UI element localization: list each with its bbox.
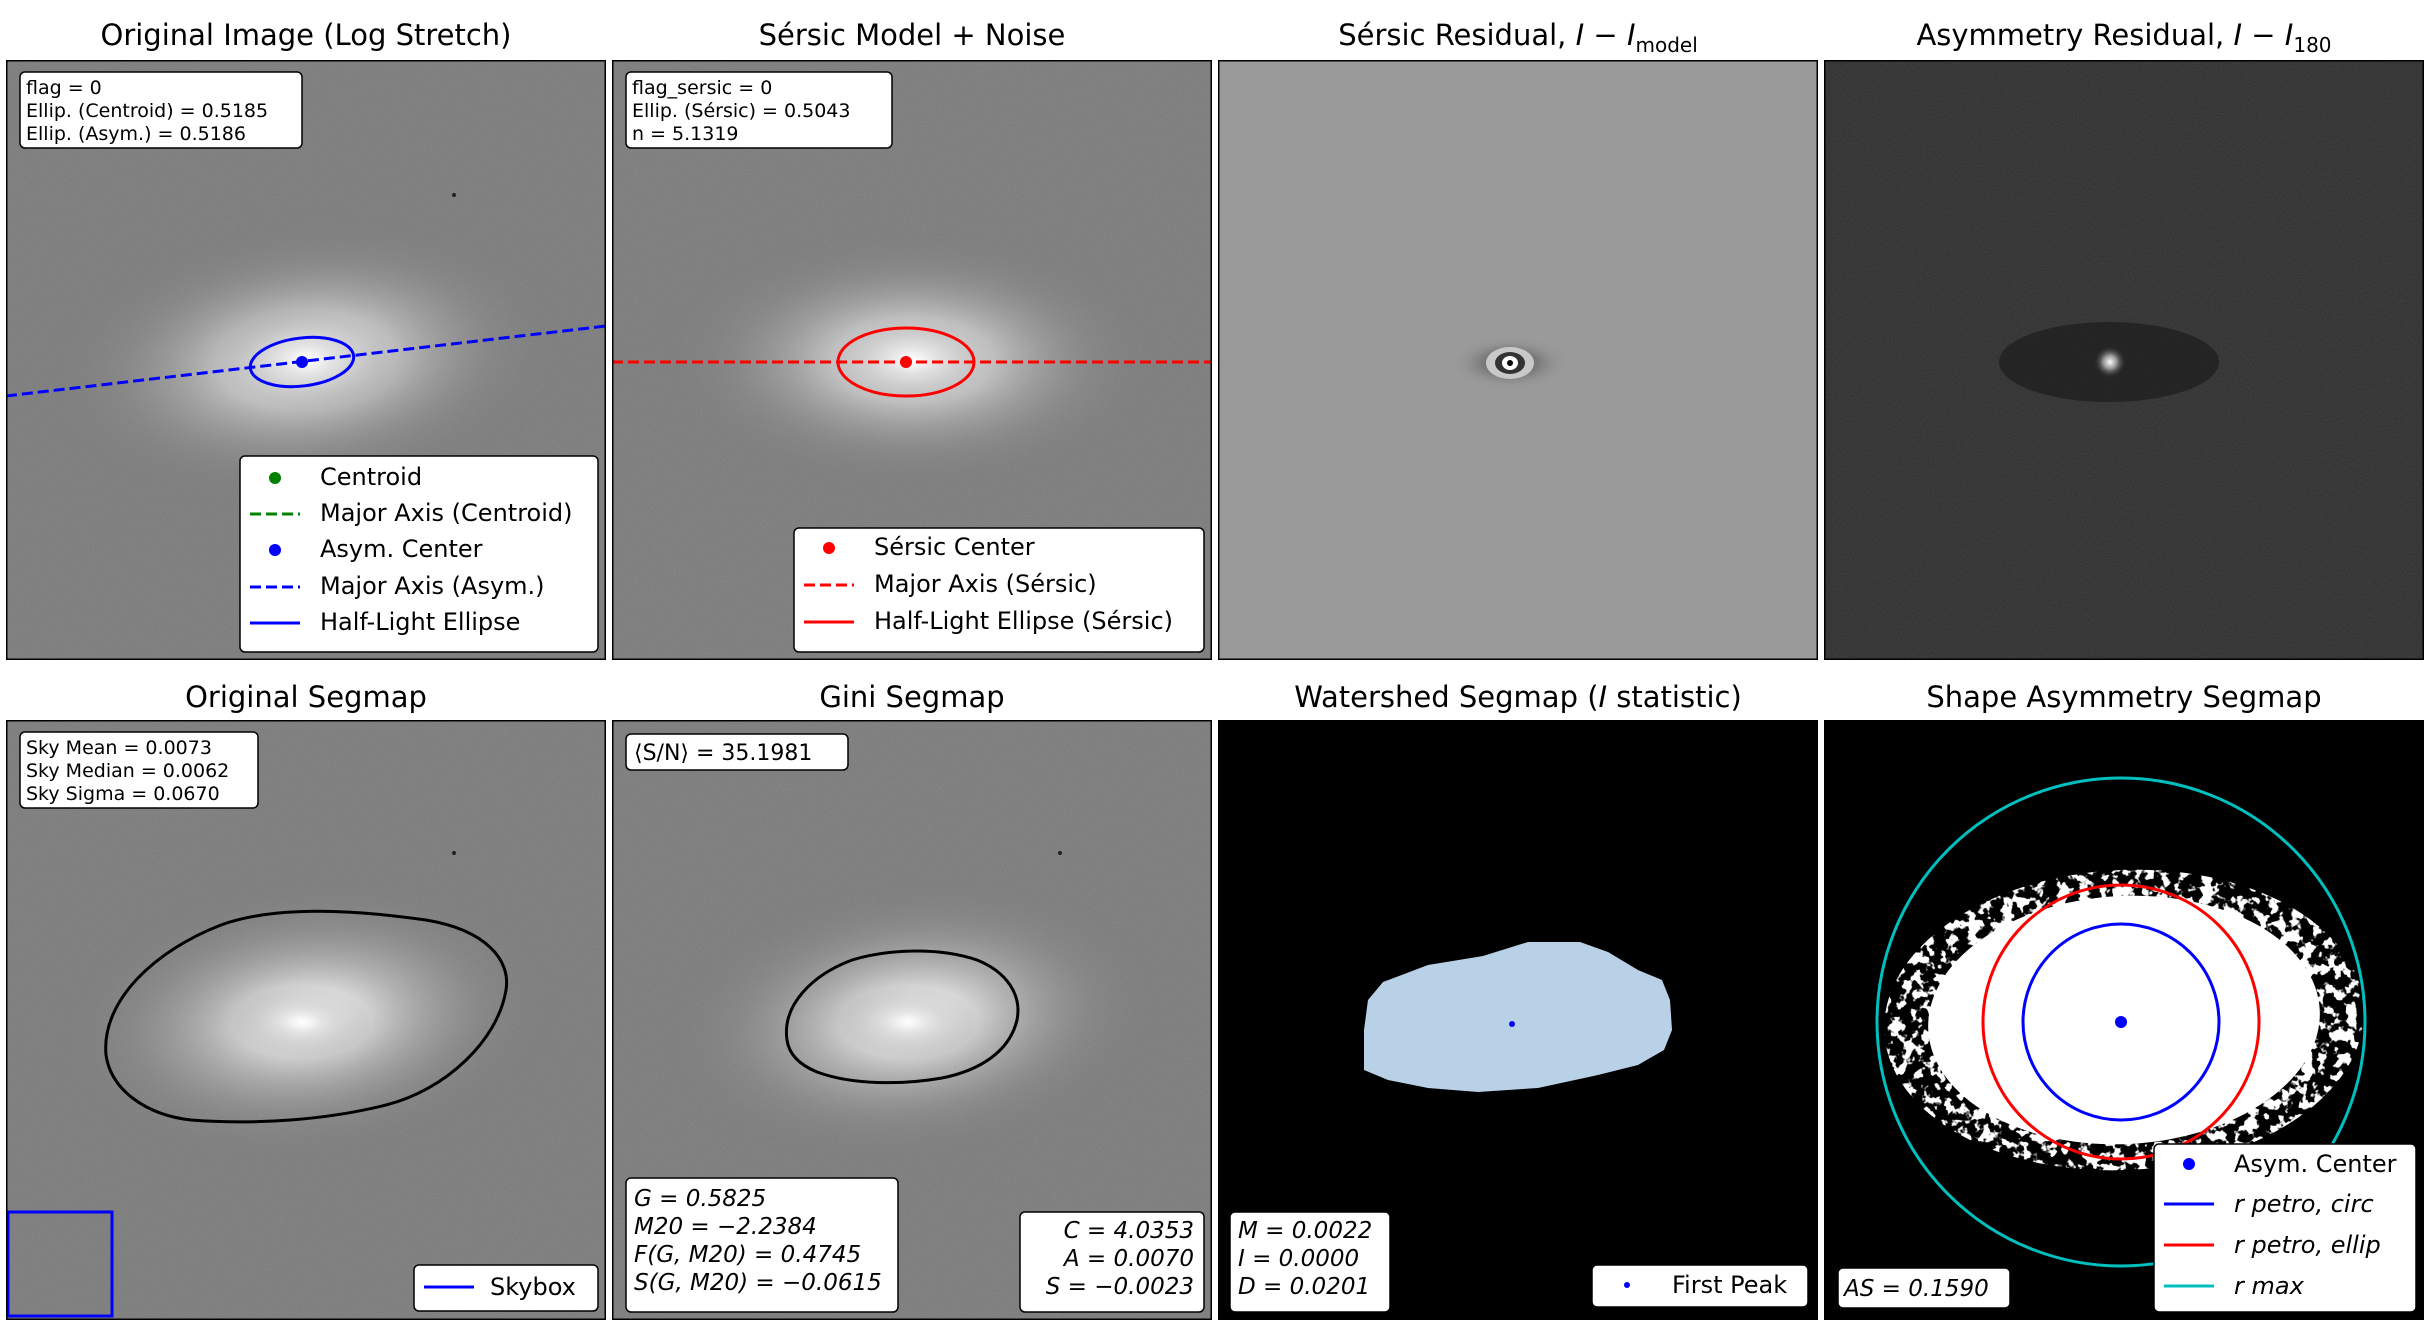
legend-asym-center: Asym. Center (2234, 1150, 2397, 1178)
r-petro-circ (2021, 922, 2221, 1122)
panel-sersic-residual (1218, 60, 1818, 660)
stat-concentration: C = 4.0353 (1064, 1218, 1194, 1244)
segmap-contour (104, 909, 509, 1124)
panel-2-title: Sérsic Model + Noise (758, 18, 1066, 52)
panel-4-title: Asymmetry Residual, I − I180 (1916, 18, 2332, 57)
stat-s-gm20: S(G, M20) = −0.0615 (634, 1270, 882, 1296)
cas-stats-box (1019, 1211, 1205, 1313)
gini-stats-box (625, 1177, 899, 1313)
legend (1591, 1264, 1809, 1308)
panel-original-segmap: Sky Mean = 0.0073 Sky Median = 0.0062 Sk… (6, 720, 606, 1320)
legend-skybox: Skybox (490, 1273, 576, 1301)
stat-deviation: D = 0.0201 (1238, 1274, 1370, 1300)
legend-half-light-ellipse-sersic: Half-Light Ellipse (Sérsic) (874, 607, 1173, 635)
legend-major-axis-asym: Major Axis (Asym.) (320, 572, 545, 600)
mid-stats-box (1229, 1211, 1391, 1313)
legend-r-petro-circ: r petro, circ (2234, 1190, 2374, 1218)
panel-6-title: Gini Segmap (819, 680, 1005, 714)
gini-segmap-contour (784, 949, 1020, 1085)
info-box (625, 71, 893, 149)
info-sersic-n: n = 5.1319 (632, 123, 739, 145)
panel-5-title: Original Segmap (185, 680, 427, 714)
panel-shape-asymmetry-segmap: AS = 0.1590 Asym. Center r petro, circ r… (1824, 720, 2424, 1320)
panel-sersic-model: flag_sersic = 0 Ellip. (Sérsic) = 0.5043… (612, 60, 1212, 660)
legend-r-max: r max (2234, 1272, 2305, 1300)
snr-value: ⟨S/N⟩ = 35.1981 (634, 741, 812, 766)
legend-first-peak: First Peak (1672, 1271, 1787, 1299)
panel-asymmetry-residual (1824, 60, 2424, 660)
legend-half-light-ellipse: Half-Light Ellipse (320, 608, 520, 636)
panel-gini-segmap: ⟨S/N⟩ = 35.1981 G = 0.5825 M20 = −2.2384… (612, 720, 1212, 1320)
centroid-legend-marker (269, 472, 281, 484)
stat-asymmetry: A = 0.0070 (1062, 1246, 1194, 1272)
legend (793, 527, 1205, 653)
half-light-ellipse (248, 335, 356, 389)
legend-centroid: Centroid (320, 463, 422, 491)
stat-gini: G = 0.5825 (634, 1186, 766, 1212)
panel-7-title: Watershed Segmap (I statistic) (1294, 680, 1742, 714)
info-sky-mean: Sky Mean = 0.0073 (26, 737, 212, 759)
legend-sersic-center: Sérsic Center (874, 533, 1035, 561)
legend (239, 455, 599, 653)
r-max-circle (1875, 776, 2367, 1268)
sersic-center-marker (900, 356, 912, 368)
info-ellip-centroid: Ellip. (Centroid) = 0.5185 (26, 100, 268, 122)
info-flag: flag = 0 (26, 77, 102, 99)
info-box (19, 71, 303, 149)
legend (413, 1264, 599, 1312)
panel-original-image: flag = 0 Ellip. (Centroid) = 0.5185 Elli… (6, 60, 606, 660)
info-ellip-asym: Ellip. (Asym.) = 0.5186 (26, 123, 246, 145)
info-box (19, 731, 259, 809)
legend-r-petro-ellip: r petro, ellip (2234, 1231, 2381, 1259)
legend-major-axis-sersic: Major Axis (Sérsic) (874, 570, 1097, 598)
info-sky-median: Sky Median = 0.0062 (26, 760, 229, 782)
stat-m20: M20 = −2.2384 (634, 1214, 817, 1240)
r-petro-ellip (1981, 883, 2261, 1161)
snr-box (625, 733, 849, 771)
watershed-region (1364, 942, 1672, 1092)
legend (2153, 1143, 2417, 1313)
first-peak-marker (1509, 1021, 1515, 1027)
info-ellip-sersic: Ellip. (Sérsic) = 0.5043 (632, 100, 850, 122)
asym-center-marker (296, 356, 308, 368)
half-light-ellipse-sersic (836, 326, 976, 398)
asym-center-marker (2115, 1016, 2127, 1028)
legend-asym-center: Asym. Center (320, 535, 483, 563)
skybox (6, 1210, 114, 1318)
info-flag-sersic: flag_sersic = 0 (632, 77, 772, 99)
stat-smoothness: S = −0.0023 (1046, 1274, 1194, 1300)
info-sky-sigma: Sky Sigma = 0.0670 (26, 783, 220, 805)
stat-f-gm20: F(G, M20) = 0.4745 (634, 1242, 861, 1268)
stat-multimode: M = 0.0022 (1238, 1218, 1372, 1244)
panel-watershed-segmap: M = 0.0022 I = 0.0000 D = 0.0201 First P… (1218, 720, 1818, 1320)
stat-shape-asymmetry: AS = 0.1590 (1842, 1276, 1989, 1302)
panel-1-title: Original Image (Log Stretch) (100, 18, 512, 52)
panel-8-title: Shape Asymmetry Segmap (1926, 680, 2322, 714)
major-axis-asym (6, 324, 606, 398)
shape-asym-stat-box (1837, 1267, 2011, 1309)
stat-intensity: I = 0.0000 (1238, 1246, 1359, 1272)
panel-3-title: Sérsic Residual, I − Imodel (1338, 18, 1698, 57)
legend-major-axis-centroid: Major Axis (Centroid) (320, 499, 572, 527)
